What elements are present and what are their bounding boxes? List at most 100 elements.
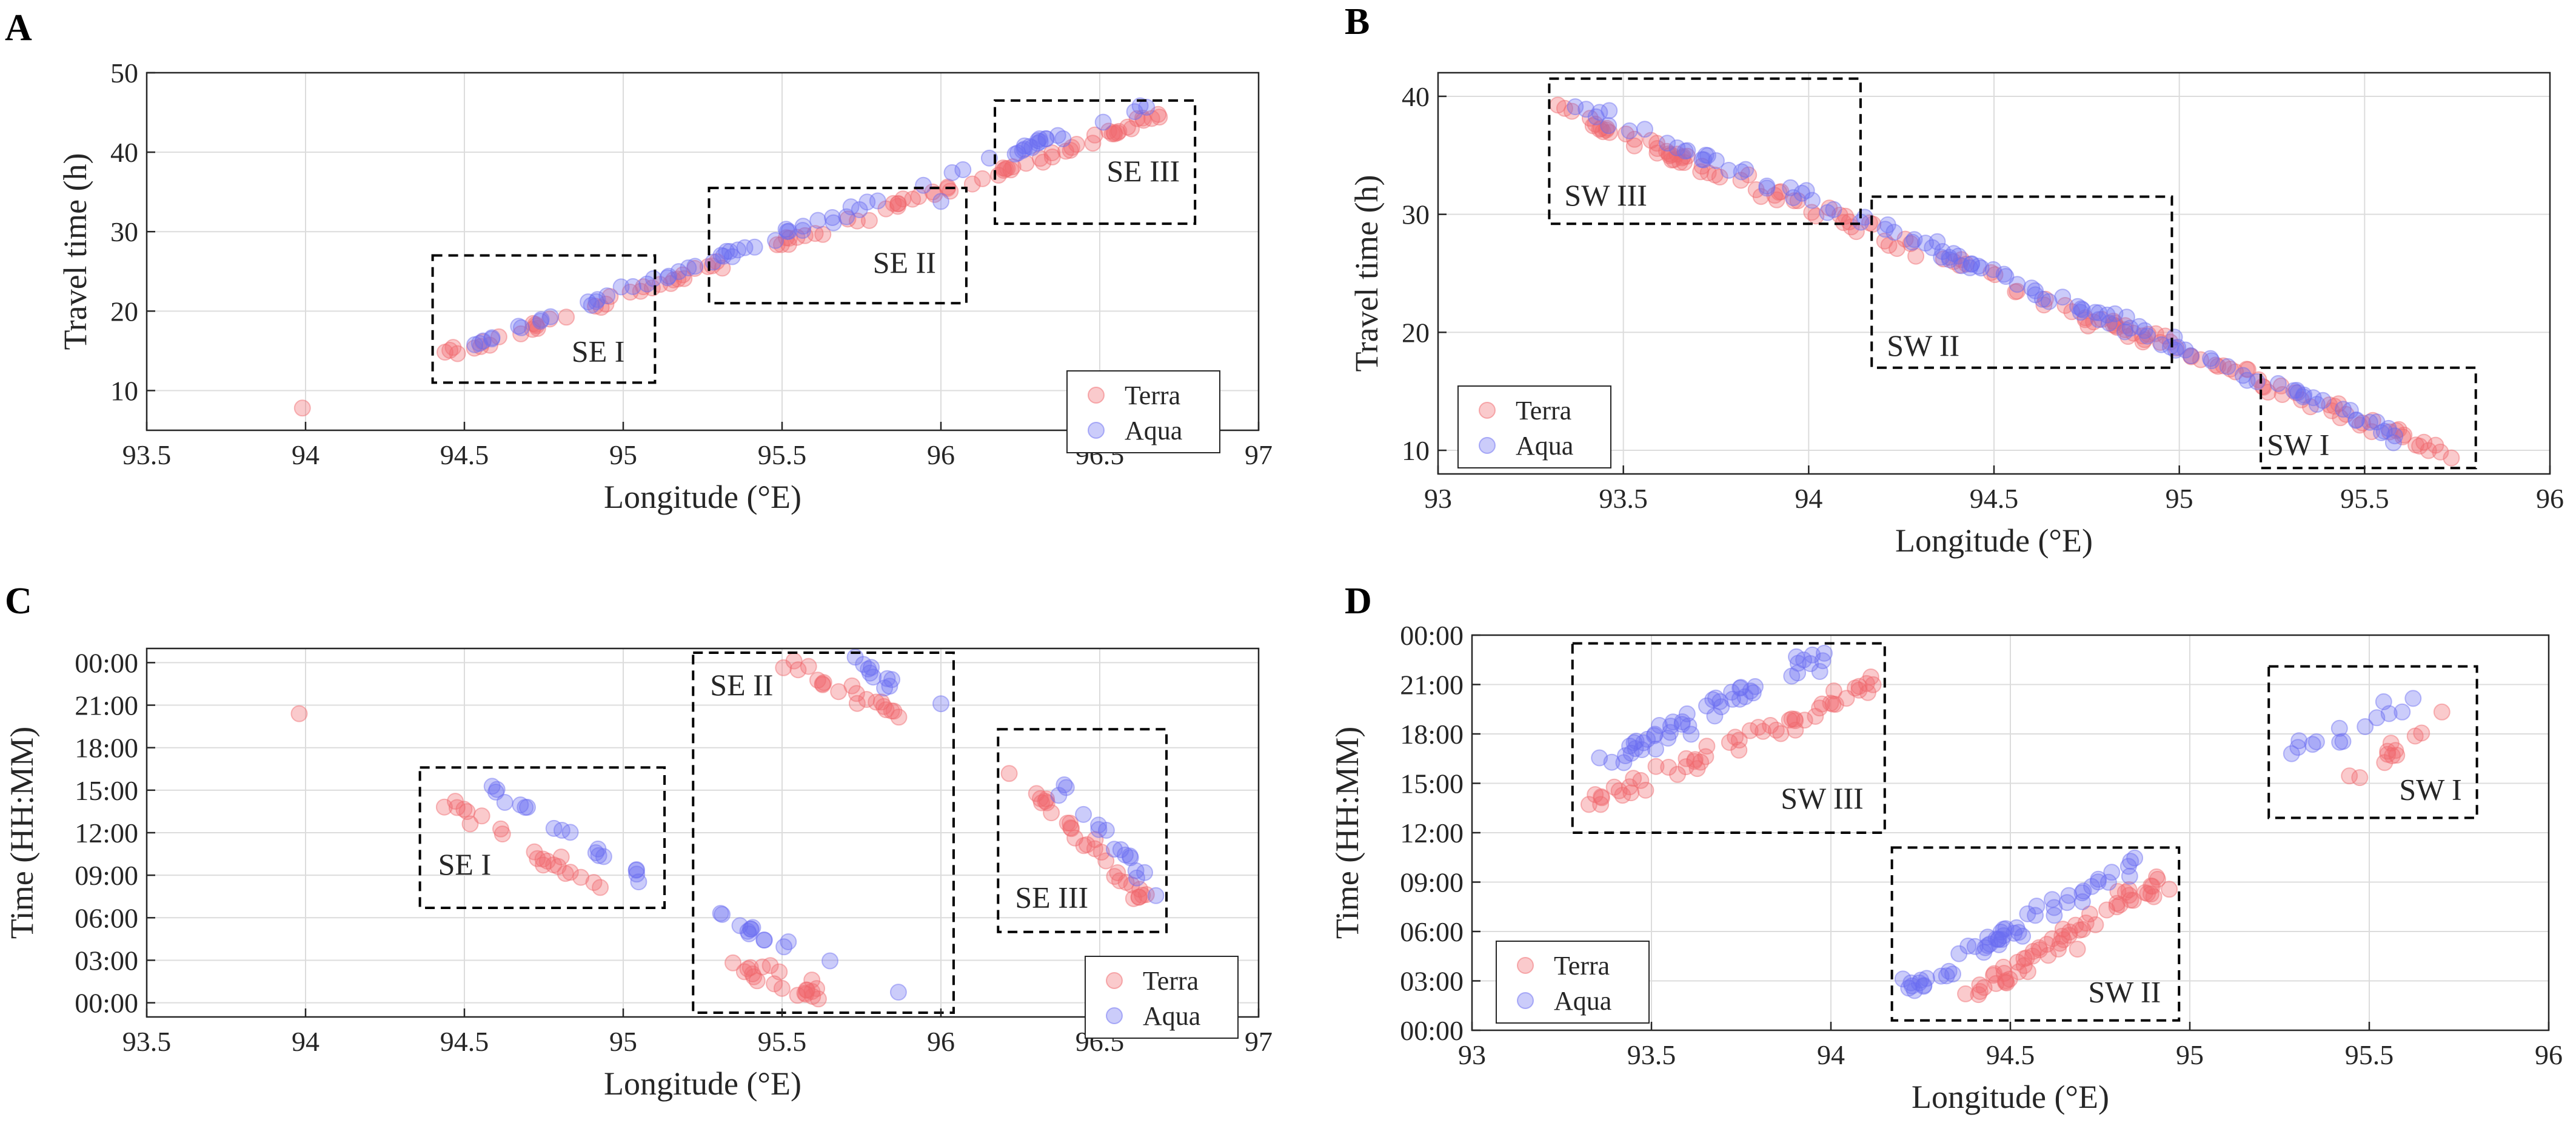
panel-c-terra-point [1063,820,1080,838]
panel-a-aqua-point [1029,135,1046,152]
panel-c-terra-point [1086,840,1103,858]
panel-d-aqua-point [1732,679,1750,696]
panel-a-aqua-point [715,247,732,265]
panel-a-aqua-point [1015,137,1033,155]
panel-b-aqua-point [2027,286,2044,304]
panel-c-terra-point [572,868,590,886]
panel-d-terra-point [1824,695,1842,713]
panel-d-terra-point [1811,699,1828,717]
panel-c-xtick-label: 95 [609,1026,637,1057]
panel-d-aqua-point [1713,698,1730,716]
panel-b-aqua-point [2116,323,2133,341]
panel-a-aqua-point [670,263,687,281]
panel-b-terra-point [2107,317,2124,335]
panel-letter-b: B [1345,1,1370,42]
panel-d-aqua-point [1682,725,1700,743]
panel-a-terra-point [1043,148,1061,165]
panel-d-terra-point [2142,885,2159,903]
panel-c-aqua-point [1128,869,1145,887]
panel-b-aqua-point [2238,372,2256,389]
panel-c-terra-point [789,987,806,1004]
panel-d-aqua-point [2380,705,2398,722]
panel-d-terra-point [1783,710,1801,728]
panel-a-terra-point [524,315,542,332]
panel-b-terra-point [2133,327,2151,345]
panel-d-aqua-point [1976,939,1994,956]
panel-b-aqua-point [2314,392,2332,409]
panel-a-terra-point [1043,144,1061,162]
panel-b-terra-point [1768,191,1785,208]
panel-b-aqua-point [2027,282,2044,299]
panel-d-terra-point [2071,921,2089,939]
panel-a-terra-point [1110,122,1128,140]
panel-d-aqua-point [1591,749,1608,767]
panel-a-terra-point [860,212,878,229]
panel-b-aqua-point [1621,122,1638,139]
panel-a-aqua-point [612,278,630,296]
panel-d-aqua-point [1711,693,1728,710]
panel-d-terra-point [1787,721,1804,739]
panel-b-terra-point [1591,121,1608,138]
panel-a-terra-point [674,266,692,284]
panel-b-aqua-point [1679,142,1696,159]
panel-b-xtick-label: 94 [1795,483,1822,514]
panel-c-legend-frame [1085,956,1239,1039]
panel-c-aqua-point [561,824,579,841]
panel-b-terra-point [1601,124,1618,141]
panel-c-aqua-point [861,664,878,682]
panel-c-terra-point [1028,785,1045,802]
panel-b-aqua-point [1972,259,1990,277]
panel-b-aqua-point [1933,248,1950,266]
panel-b-xtick-label: 94.5 [1970,483,2019,514]
panel-b-terra-point [2222,361,2239,378]
panel-d-terra-point [2038,936,2056,953]
panel-d-terra-point [2376,754,2394,771]
panel-b-terra-point [1785,192,1803,210]
panel-d-aqua-point [1997,920,2015,938]
panel-a-terra-point [662,275,680,292]
panel-b-terra-point [2147,325,2164,342]
panel-d-terra-point [1975,979,1993,996]
panel-c-terra-point [1000,765,1018,782]
panel-a-legend: Terra Aqua [1066,370,1220,453]
panel-c-terra-point [1097,852,1115,870]
panel-b-aqua-point [1697,147,1715,164]
panel-a-terra-point [1128,110,1146,127]
panel-b-terra-point [2207,356,2224,374]
panel-a-xtick-label: 94.5 [440,439,489,470]
panel-b-terra-point [1673,149,1691,167]
panel-a-terra-point [1084,135,1102,152]
panel-a-ytick-label: 10 [110,375,138,406]
panel-b-aqua-point [2136,322,2153,339]
panel-c-aqua-point [821,952,838,970]
panel-c-xtick-label: 95.5 [758,1026,807,1057]
panel-a-terra-point [1109,124,1126,142]
panel-b-aqua-point [1904,233,1921,251]
panel-b-terra-point [2209,358,2227,375]
panel-a-aqua-point [943,164,961,181]
panel-a-terra-point [778,229,795,247]
panel-c-aqua-point [512,796,529,814]
panel-d-terra-point [2044,930,2061,947]
panel-a-terra-point [512,325,530,342]
panel-c-aqua-point [883,671,901,688]
panel-c-ytick-label: 12:00 [75,818,138,848]
panel-d-ytick-label: 09:00 [1400,867,1464,898]
panel-b-aqua-point [1707,152,1725,170]
panel-d-legend-frame [1496,941,1650,1024]
panel-b-terra-point [2104,316,2122,333]
panel-d-aqua-point [1789,664,1807,682]
panel-b-terra-point [2239,361,2257,378]
panel-b-aqua-point [2384,434,2402,452]
panel-c-terra-point [538,852,556,870]
panel-d-terra-point [1587,786,1604,804]
panel-c-terra-point [796,984,814,1002]
panel-b-aqua-point [1733,163,1750,181]
panel-d-aqua-point [1659,730,1677,747]
panel-b-aqua-point [2009,276,2026,293]
panel-b-aqua-point [1819,204,1836,221]
panel-b-xtick-label: 95.5 [2340,483,2389,514]
panel-c-terra-point [814,676,831,693]
panel-b-aqua-point [1668,139,1686,156]
panel-d-ytick-label: 18:00 [1400,719,1464,750]
